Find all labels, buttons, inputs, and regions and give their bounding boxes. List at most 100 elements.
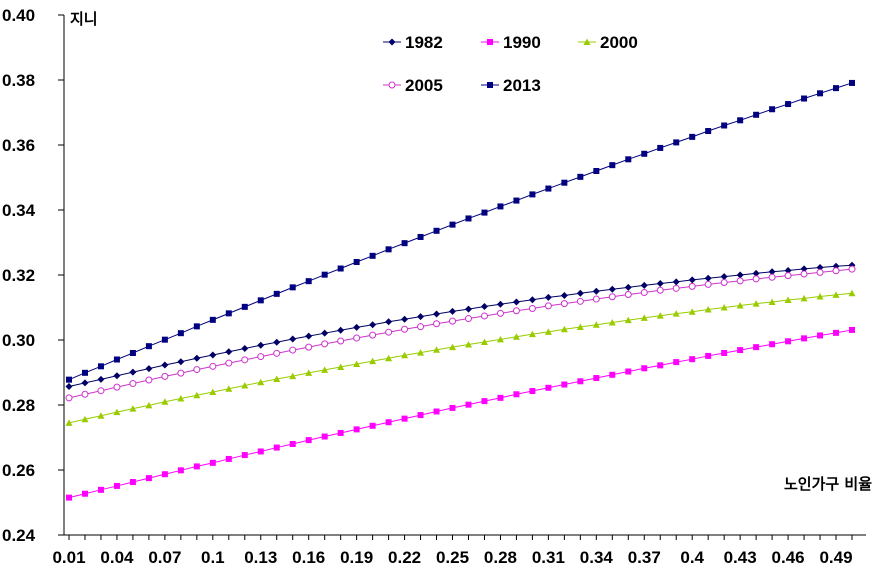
data-point [753, 344, 760, 351]
data-point [464, 341, 472, 348]
data-point [241, 344, 249, 352]
y-tick-label: 0.24 [2, 526, 36, 545]
data-point [177, 467, 184, 474]
data-point [720, 304, 728, 311]
legend-marker [388, 38, 396, 46]
x-axis-ticks: 0.01 0.04 0.07 0.1 0.13 0.16 0.19 0.22 0.25 0.28 0… [52, 535, 853, 567]
data-point [161, 336, 168, 343]
data-point [544, 293, 552, 301]
data-point [209, 351, 217, 359]
data-point [817, 90, 824, 97]
data-point [496, 335, 504, 343]
series-1990 [66, 326, 855, 501]
data-point [353, 259, 360, 265]
data-point [369, 357, 377, 365]
legend-label: 2013 [503, 76, 541, 95]
data-point [385, 318, 393, 326]
data-point [97, 412, 105, 419]
data-point [673, 139, 680, 146]
data-point [784, 296, 792, 304]
x-tick-label: 0.19 [340, 548, 373, 567]
data-point [433, 346, 441, 353]
data-point [433, 320, 441, 328]
data-point [161, 372, 169, 380]
data-point [241, 382, 249, 389]
data-point [417, 412, 424, 419]
data-point [672, 284, 680, 292]
data-point [752, 300, 760, 307]
data-point [608, 293, 616, 301]
data-point [209, 388, 217, 395]
data-point [401, 415, 408, 422]
data-point [800, 265, 808, 273]
data-point [449, 404, 456, 411]
data-point [593, 168, 600, 174]
data-point [832, 267, 840, 275]
data-point [225, 385, 233, 392]
data-point [385, 246, 392, 253]
data-point [65, 419, 73, 426]
series-line [68, 264, 853, 387]
data-point [592, 321, 600, 328]
legend-label: 2000 [600, 33, 638, 52]
data-point [720, 278, 728, 286]
data-point [721, 122, 728, 129]
x-tick-label: 0.43 [724, 548, 757, 567]
data-point [257, 353, 265, 361]
data-point [209, 316, 216, 323]
y-tick-label: 0.38 [2, 71, 35, 90]
data-point [560, 291, 568, 299]
data-point [608, 318, 616, 326]
x-tick-label: 0.31 [532, 548, 565, 567]
data-point [624, 283, 632, 291]
data-point [768, 298, 776, 305]
legend-marker [487, 39, 493, 45]
data-point [145, 475, 152, 482]
data-point [273, 338, 281, 346]
data-point [816, 264, 824, 272]
data-point [800, 270, 808, 278]
data-point [257, 448, 264, 455]
data-point [544, 328, 552, 335]
data-point [177, 395, 185, 402]
data-point [784, 272, 792, 280]
data-point [609, 162, 616, 169]
data-point [480, 312, 488, 320]
data-point [752, 275, 760, 283]
data-point [337, 326, 345, 334]
data-point [113, 408, 121, 416]
data-point [736, 302, 744, 309]
data-point [801, 95, 808, 102]
x-tick-label: 0.4 [680, 548, 704, 567]
data-point [513, 391, 520, 398]
series-2013 [66, 79, 855, 383]
data-point [656, 286, 664, 294]
data-point [273, 375, 281, 382]
data-point [177, 358, 185, 366]
data-point [497, 203, 504, 210]
data-point [736, 277, 744, 285]
data-point [193, 354, 201, 362]
data-point [337, 265, 344, 272]
data-point [672, 278, 680, 286]
x-tick-label: 0.28 [484, 548, 517, 567]
legend: 1982 1990 2000 2005 2013 [383, 33, 638, 95]
data-point [640, 314, 648, 321]
data-point [113, 356, 120, 363]
data-point [625, 156, 632, 163]
data-point [97, 375, 105, 383]
data-point [321, 340, 329, 348]
data-point [401, 240, 408, 247]
data-point [849, 326, 855, 333]
data-point [673, 359, 680, 366]
data-point [145, 365, 153, 373]
data-point [704, 305, 712, 313]
data-point [497, 394, 504, 401]
data-point [624, 291, 632, 298]
data-point [576, 323, 584, 330]
data-point [113, 482, 120, 489]
data-point [161, 471, 168, 478]
data-point [129, 380, 137, 388]
data-point [289, 284, 296, 291]
